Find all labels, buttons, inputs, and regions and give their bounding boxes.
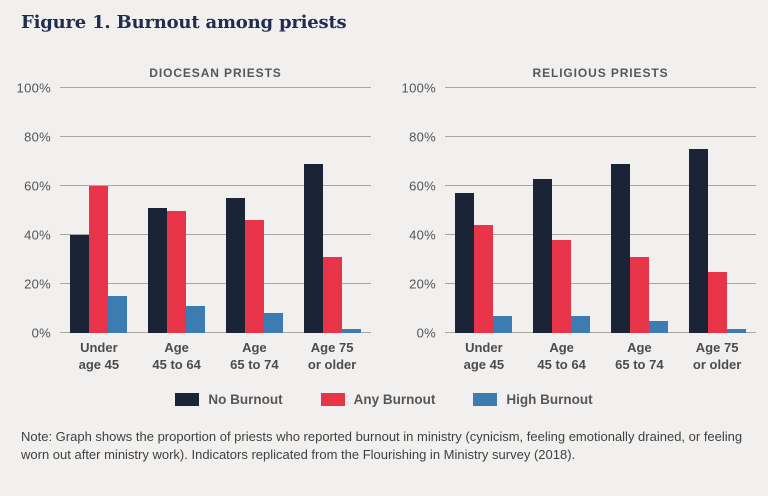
bar-no-burnout: [303, 163, 323, 333]
bar-group-under-age-45: [60, 88, 138, 333]
y-axis: 0% 20% 40% 60% 80% 100%: [12, 82, 60, 340]
bar-no-burnout: [688, 149, 708, 333]
gridline: [60, 234, 371, 235]
legend-label: No Burnout: [208, 392, 283, 407]
figure-title: Figure 1. Burnout among priests: [21, 12, 347, 33]
plot-area: [445, 87, 756, 333]
bar-no-burnout: [455, 193, 475, 333]
bar-no-burnout: [148, 208, 168, 333]
y-tick-label: 80%: [409, 129, 436, 145]
plot-area: [60, 87, 371, 333]
bar-any-burnout: [474, 225, 494, 333]
bar-groups: [445, 88, 756, 333]
bar-group-age-75-or-older: [678, 88, 756, 333]
bar-high-burnout: [726, 329, 746, 333]
y-tick-label: 0%: [31, 325, 51, 341]
y-tick-label: 100%: [401, 80, 436, 96]
y-tick-label: 40%: [409, 227, 436, 243]
chart-title: DIOCESAN PRIESTS: [149, 66, 282, 80]
gridline: [60, 185, 371, 186]
bar-any-burnout: [322, 257, 342, 333]
chart-diocesan-priests: DIOCESAN PRIESTS 0% 20% 40% 60% 80% 100% Unde…: [12, 66, 371, 374]
legend-swatch-no-burnout: [175, 393, 200, 406]
gridline: [60, 332, 371, 333]
bar-group-age-45-to-64: [138, 88, 216, 333]
gridline: [60, 283, 371, 284]
x-axis-labels: Under age 45 Age 45 to 64 Age 65 to 74 Age …: [60, 333, 371, 374]
gridline: [60, 136, 371, 137]
gridline: [445, 332, 756, 333]
y-tick-label: 20%: [409, 276, 436, 292]
x-category-label: Age 75 or older: [307, 340, 357, 372]
x-axis-labels: Under age 45 Age 45 to 64 Age 65 to 74 Age …: [445, 333, 756, 374]
note-text: Note: Graph shows the proportion of prie…: [21, 429, 743, 463]
bar-any-burnout: [707, 271, 727, 333]
bar-any-burnout: [244, 220, 264, 333]
bar-high-burnout: [648, 320, 668, 333]
y-tick-label: 0%: [416, 325, 436, 341]
bar-no-burnout: [70, 235, 90, 333]
legend-item-high-burnout: High Burnout: [473, 392, 593, 407]
chart-title: RELIGIOUS PRIESTS: [532, 66, 669, 80]
chart-religious-priests: RELIGIOUS PRIESTS 0% 20% 40% 60% 80% 100% Und…: [397, 66, 756, 374]
bar-any-burnout: [552, 239, 572, 333]
legend-label: High Burnout: [506, 392, 593, 407]
x-category-label: Age 45 to 64: [537, 340, 586, 372]
legend-label: Any Burnout: [353, 392, 436, 407]
x-category-label: Age 75 or older: [692, 340, 742, 372]
y-axis: 0% 20% 40% 60% 80% 100%: [397, 82, 445, 340]
gridline: [445, 185, 756, 186]
bar-group-age-65-to-74: [216, 88, 294, 333]
legend-swatch-high-burnout: [473, 393, 498, 406]
legend-swatch-any-burnout: [320, 393, 345, 406]
y-tick-label: 60%: [409, 178, 436, 194]
y-tick-label: 100%: [16, 80, 51, 96]
bar-groups: [60, 88, 371, 333]
chart-body: 0% 20% 40% 60% 80% 100%: [397, 82, 756, 340]
y-tick-label: 60%: [24, 178, 51, 194]
bar-high-burnout: [341, 329, 361, 333]
bar-high-burnout: [571, 315, 591, 333]
gridline: [445, 87, 756, 88]
legend-item-any-burnout: Any Burnout: [320, 392, 436, 407]
legend: No Burnout Any Burnout High Burnout: [0, 392, 768, 407]
bar-high-burnout: [186, 306, 206, 333]
gridline: [445, 136, 756, 137]
x-category-label: Age 65 to 74: [615, 340, 664, 372]
legend-item-no-burnout: No Burnout: [175, 392, 283, 407]
chart-body: 0% 20% 40% 60% 80% 100%: [12, 82, 371, 340]
bar-any-burnout: [629, 257, 649, 333]
bar-group-age-75-or-older: [293, 88, 371, 333]
y-tick-label: 80%: [24, 129, 51, 145]
bar-group-age-65-to-74: [601, 88, 679, 333]
x-category-label: Under age 45: [463, 340, 505, 372]
bar-any-burnout: [89, 186, 109, 333]
y-tick-label: 40%: [24, 227, 51, 243]
bar-group-under-age-45: [445, 88, 523, 333]
gridline: [60, 87, 371, 88]
x-category-label: Under age 45: [78, 340, 120, 372]
bar-high-burnout: [108, 296, 128, 333]
y-tick-label: 20%: [24, 276, 51, 292]
bar-high-burnout: [263, 313, 283, 333]
bar-any-burnout: [167, 210, 187, 333]
charts-row: DIOCESAN PRIESTS 0% 20% 40% 60% 80% 100% Unde…: [12, 66, 756, 374]
x-category-label: Age 65 to 74: [230, 340, 279, 372]
bar-high-burnout: [493, 315, 513, 333]
bar-no-burnout: [610, 163, 630, 333]
x-category-label: Age 45 to 64: [152, 340, 201, 372]
bar-no-burnout: [225, 198, 245, 333]
gridline: [445, 234, 756, 235]
gridline: [445, 283, 756, 284]
bar-no-burnout: [533, 178, 553, 333]
bar-group-age-45-to-64: [523, 88, 601, 333]
